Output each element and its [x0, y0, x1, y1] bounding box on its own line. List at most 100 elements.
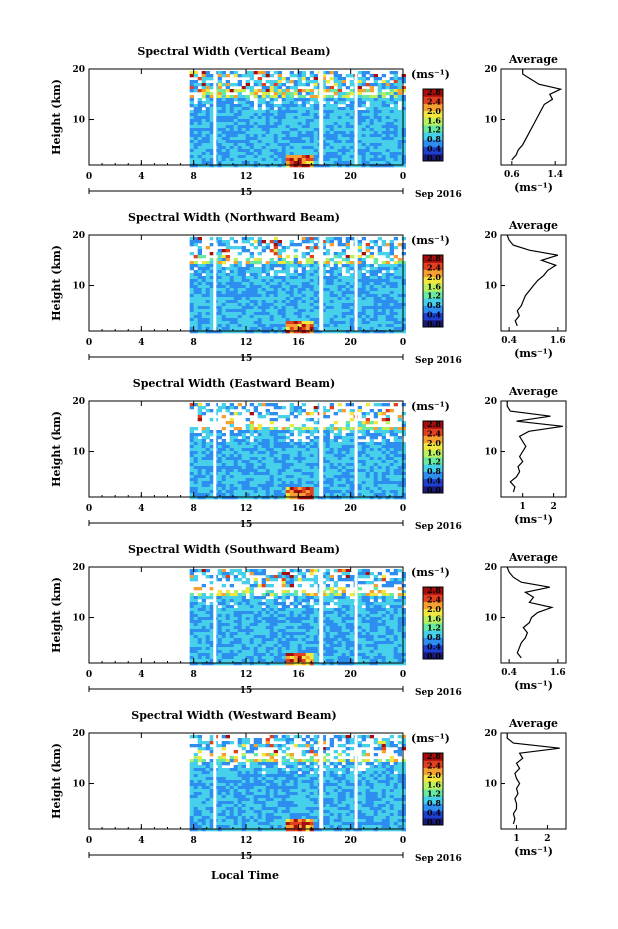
heatmap-cell — [385, 113, 390, 117]
heatmap-cell — [277, 261, 282, 265]
heatmap-cell — [245, 113, 250, 117]
heatmap-cell — [381, 131, 386, 135]
heatmap-cell — [197, 113, 202, 117]
heatmap-cell — [201, 442, 206, 446]
heatmap-cell — [189, 149, 194, 153]
heatmap-cell — [241, 131, 246, 135]
heatmap-cell — [329, 71, 334, 75]
heatmap-cell — [225, 104, 230, 108]
heatmap-cell — [225, 327, 230, 331]
heatmap-cell — [253, 131, 258, 135]
heatmap-cell — [313, 430, 318, 434]
heatmap-cell — [249, 312, 254, 316]
heatmap-cell — [401, 475, 406, 479]
heatmap-cell — [325, 252, 330, 256]
heatmap-cell — [389, 466, 394, 470]
heatmap-cell — [373, 427, 378, 431]
heatmap-cell — [381, 457, 386, 461]
heatmap-cell — [273, 98, 278, 102]
heatmap-cell — [209, 641, 214, 645]
heatmap-cell — [249, 481, 254, 485]
heatmap-cell — [217, 80, 222, 84]
panel-title: Spectral Width (Southward Beam) — [128, 543, 340, 556]
heatmap-cell — [237, 635, 242, 639]
heatmap-cell — [361, 149, 366, 153]
heatmap-cell — [233, 596, 238, 600]
heatmap-cell — [237, 457, 242, 461]
heatmap-cell — [273, 158, 278, 162]
heatmap-cell — [321, 297, 326, 301]
heatmap-cell — [309, 161, 314, 165]
heatmap-cell — [377, 140, 382, 144]
heatmap-cell — [397, 95, 402, 99]
heatmap-cell — [385, 243, 390, 247]
heatmap-cell — [269, 143, 274, 147]
heatmap-cell — [361, 288, 366, 292]
heatmap-cell — [221, 584, 226, 588]
heatmap-cell — [361, 472, 366, 476]
heatmap-cell — [201, 475, 206, 479]
heatmap-cell — [397, 469, 402, 473]
heatmap-cell — [189, 662, 194, 666]
heatmap-cell — [281, 312, 286, 316]
heatmap-cell — [369, 318, 374, 322]
heatmap-cell — [245, 104, 250, 108]
heatmap-cell — [225, 602, 230, 606]
heatmap-cell — [193, 457, 198, 461]
heatmap-cell — [229, 279, 234, 283]
heatmap-cell — [389, 152, 394, 156]
heatmap-cell — [209, 315, 214, 319]
heatmap-cell — [341, 80, 346, 84]
heatmap-cell — [289, 110, 294, 114]
heatmap-cell — [189, 282, 194, 286]
heatmap-cell — [313, 297, 318, 301]
heatmap-cell — [357, 327, 362, 331]
date-day: 15 — [240, 520, 253, 530]
heatmap-cell — [209, 635, 214, 639]
heatmap-cell — [249, 273, 254, 277]
heatmap-cell — [217, 472, 222, 476]
heatmap-cell — [257, 288, 262, 292]
heatmap-cell — [321, 306, 326, 310]
heatmap-cell — [381, 327, 386, 331]
heatmap-cell — [205, 644, 210, 648]
heatmap-cell — [233, 267, 238, 271]
heatmap-cell — [357, 270, 362, 274]
heatmap-cell — [197, 496, 202, 500]
heatmap-cell — [341, 77, 346, 81]
heatmap-cell — [201, 327, 206, 331]
heatmap-cell — [397, 155, 402, 159]
heatmap-cell — [309, 131, 314, 135]
heatmap-cell — [333, 303, 338, 307]
heatmap-cell — [369, 252, 374, 256]
heatmap-cell — [237, 460, 242, 464]
heatmap-cell — [253, 469, 258, 473]
heatmap-cell — [197, 264, 202, 268]
heatmap-cell — [389, 110, 394, 114]
heatmap-cell — [373, 300, 378, 304]
heatmap-cell — [249, 294, 254, 298]
heatmap-cell — [365, 315, 370, 319]
heatmap-cell — [189, 650, 194, 654]
heatmap-cell — [329, 493, 334, 497]
heatmap-cell — [241, 297, 246, 301]
heatmap-cell — [265, 493, 270, 497]
heatmap-cell — [381, 110, 386, 114]
heatmap-cell — [237, 448, 242, 452]
heatmap-cell — [349, 412, 354, 416]
heatmap-cell — [309, 110, 314, 114]
heatmap-cell — [229, 89, 234, 93]
heatmap-cell — [289, 442, 294, 446]
heatmap-cell — [281, 89, 286, 93]
heatmap-cell — [281, 98, 286, 102]
heatmap-cell — [233, 294, 238, 298]
heatmap-cell — [305, 158, 310, 162]
heatmap-cell — [297, 71, 302, 75]
heatmap-cell — [209, 662, 214, 666]
heatmap-cell — [305, 98, 310, 102]
heatmap-cell — [397, 288, 402, 292]
heatmap-cell — [249, 237, 254, 241]
heatmap-cell — [345, 86, 350, 90]
colorbar-segment — [423, 457, 443, 465]
heatmap-cell — [329, 134, 334, 138]
